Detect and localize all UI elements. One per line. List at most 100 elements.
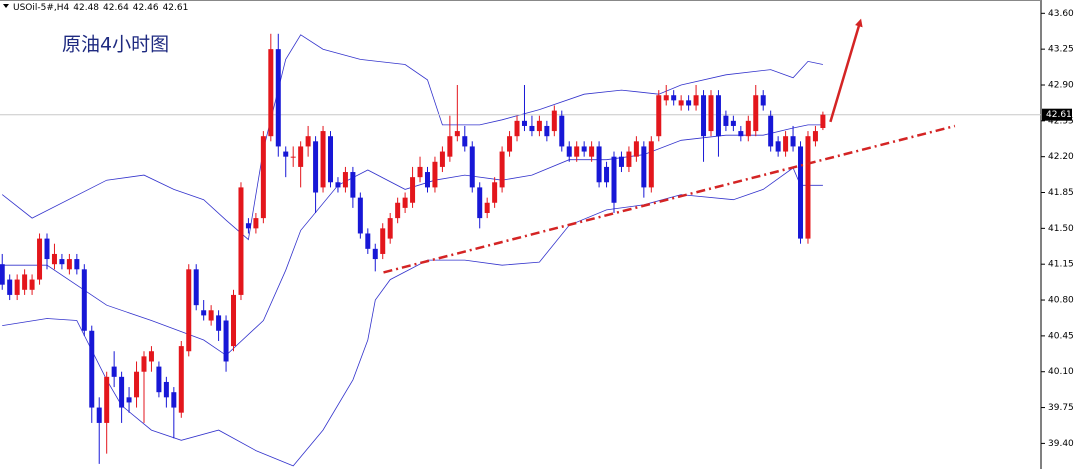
chart-title: 原油4小时图: [62, 34, 169, 56]
candle-body: [693, 95, 699, 106]
candle-body: [141, 356, 147, 372]
candle-body: [760, 95, 766, 106]
candle-body: [723, 115, 729, 126]
candle-body: [156, 366, 162, 393]
candle-body: [223, 320, 229, 362]
candle-body: [193, 269, 199, 306]
candle-body: [298, 146, 304, 167]
up-arrow: [829, 18, 863, 123]
y-tick-label: 42.55: [1048, 116, 1074, 126]
candle-body: [216, 315, 222, 331]
candle-body: [551, 110, 557, 132]
y-tick-label: 41.50: [1048, 224, 1074, 234]
symbol: USOil-5#,H4: [13, 3, 70, 13]
menu-icon: [3, 4, 9, 8]
candle-body: [372, 248, 378, 260]
candle-body: [305, 136, 311, 147]
candle-body: [611, 156, 617, 203]
candle-body: [514, 120, 520, 137]
candle-body: [730, 120, 736, 126]
y-tick-label: 39.40: [1048, 439, 1074, 449]
candle-body: [454, 131, 460, 137]
candle-body: [678, 100, 684, 106]
candle-body: [260, 136, 266, 219]
last-price-label: 42.61: [1046, 110, 1072, 120]
candle-body: [708, 95, 714, 132]
header-value: 42.48: [73, 3, 99, 13]
candle-body: [365, 233, 371, 249]
y-tick-label: 42.20: [1048, 152, 1074, 162]
candle-body: [245, 223, 251, 229]
candle-body: [119, 376, 125, 408]
candle-body: [89, 330, 95, 408]
candle-body: [44, 238, 50, 260]
y-tick-label: 43.60: [1048, 9, 1074, 19]
candle-body: [469, 146, 475, 188]
candle-body: [581, 146, 587, 152]
candle-body: [663, 95, 669, 101]
candle-body: [66, 259, 72, 270]
candle-body: [604, 166, 610, 183]
y-tick-label: 40.80: [1048, 296, 1074, 306]
candle-body: [320, 131, 326, 188]
candle-body: [798, 146, 804, 239]
band-upper: [1, 34, 823, 241]
header-value: 42.46: [133, 3, 159, 13]
candle-body: [536, 120, 542, 132]
candle-body: [783, 136, 789, 152]
candle-body: [507, 136, 513, 152]
y-tick-label: 40.10: [1048, 367, 1074, 377]
candle-body: [186, 269, 192, 352]
candle-body: [738, 131, 744, 137]
candle-body: [238, 187, 244, 295]
candle-body: [104, 376, 110, 423]
candle-body: [596, 146, 602, 183]
candle-body: [74, 259, 80, 270]
candle-body: [96, 407, 102, 423]
candle-body: [492, 182, 498, 203]
candle-body: [81, 269, 87, 331]
candle-body: [701, 95, 707, 137]
y-tick-label: 41.15: [1048, 260, 1074, 270]
header: USOil-5#,H4 42.48 42.64 42.46 42.61: [13, 3, 188, 13]
header-value: 42.64: [103, 3, 129, 13]
candle-body: [208, 310, 214, 321]
candle-body: [648, 141, 654, 188]
candle-body: [253, 218, 259, 229]
candle-body: [283, 151, 289, 157]
candle-body: [313, 141, 319, 193]
trend-line: [383, 124, 956, 274]
candle-body: [59, 259, 65, 265]
candle-body: [148, 351, 154, 362]
candle-body: [477, 187, 483, 219]
candle-body: [790, 136, 796, 147]
candle-body: [37, 238, 43, 280]
candle-body: [342, 172, 348, 188]
candle-body: [633, 141, 639, 157]
candle-body: [768, 115, 774, 147]
candle-body: [126, 397, 132, 403]
candle-body: [163, 381, 169, 398]
candle-body: [231, 294, 237, 347]
candle-body: [410, 177, 416, 203]
candle-body: [715, 95, 721, 137]
candle-body: [432, 161, 438, 188]
candle-body: [335, 182, 341, 188]
candle-body: [178, 346, 184, 413]
candle-body: [521, 120, 527, 126]
candle-body: [0, 264, 5, 285]
candle-body: [589, 146, 595, 157]
candle-body: [350, 172, 356, 198]
candle-body: [529, 125, 535, 132]
band-lower: [2, 167, 823, 467]
candle-body: [328, 136, 334, 183]
y-tick-label: 41.85: [1048, 188, 1074, 198]
candle-body: [686, 100, 692, 106]
candle-body: [753, 95, 759, 132]
candle-body: [812, 131, 818, 142]
candle-body: [7, 279, 13, 295]
candle-body: [290, 156, 296, 158]
candle-body: [544, 125, 550, 137]
y-tick-label: 39.75: [1048, 403, 1074, 413]
